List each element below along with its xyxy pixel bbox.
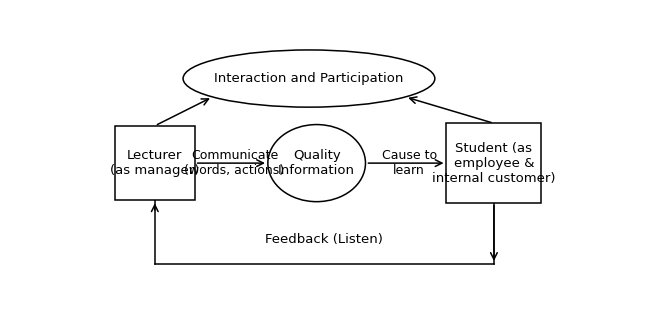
Text: Communicate
(words, actions): Communicate (words, actions) [184, 149, 284, 177]
FancyBboxPatch shape [446, 123, 542, 203]
Text: Cause to
learn: Cause to learn [382, 149, 437, 177]
Ellipse shape [268, 125, 365, 202]
FancyBboxPatch shape [115, 126, 195, 200]
Text: Interaction and Participation: Interaction and Participation [214, 72, 404, 85]
Text: Student (as
employee &
internal customer): Student (as employee & internal customer… [432, 141, 556, 185]
Text: Lecturer
(as manager): Lecturer (as manager) [110, 149, 200, 177]
Ellipse shape [183, 50, 435, 107]
Text: Quality
Information: Quality Information [278, 149, 355, 177]
Text: Feedback (Listen): Feedback (Listen) [265, 234, 383, 246]
